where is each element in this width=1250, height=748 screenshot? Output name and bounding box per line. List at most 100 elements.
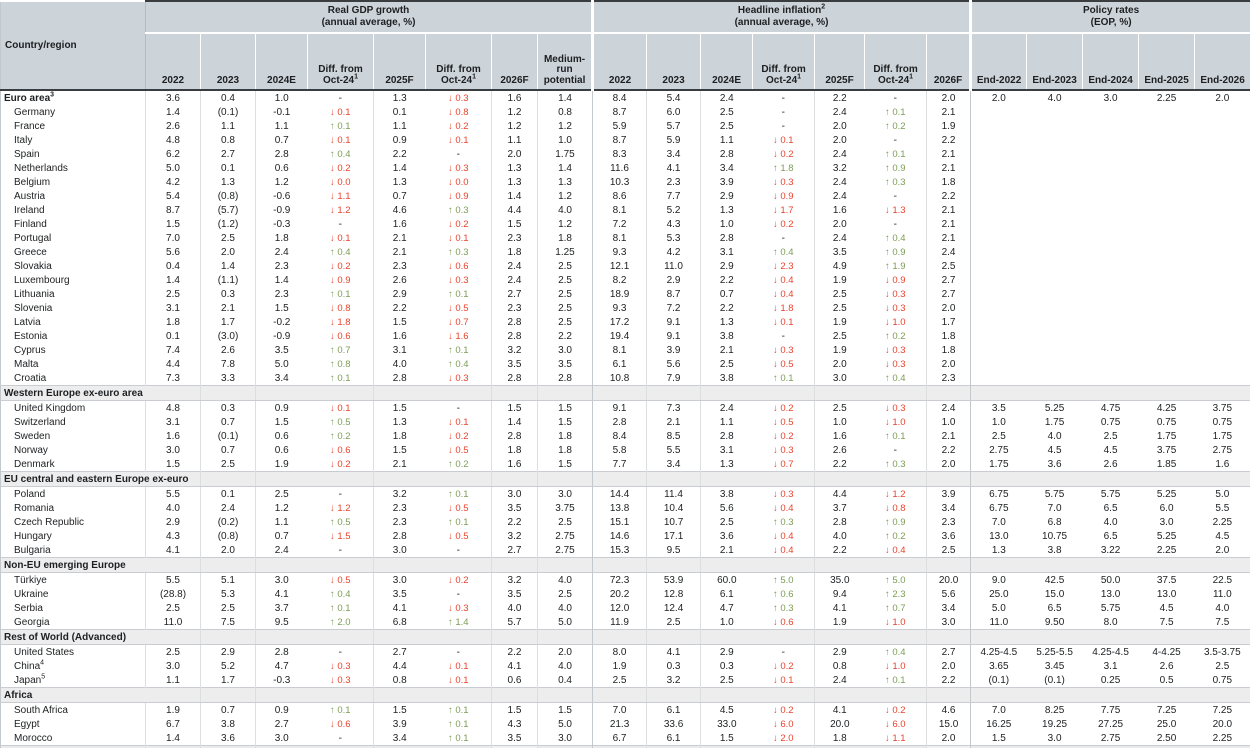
- country-label: Germany: [14, 106, 56, 118]
- column-header: Medium-run potential: [536, 33, 593, 91]
- data-cell: [1083, 217, 1139, 231]
- data-cell: [373, 385, 426, 401]
- row-label: Croatia: [0, 371, 146, 386]
- country-label: Malta: [14, 358, 39, 370]
- data-cell: ↓ 1.2: [864, 486, 928, 501]
- data-cell: 2.6: [1103, 458, 1118, 470]
- data-cell: ↑ 0.1: [752, 371, 816, 386]
- data-cell: 2.5: [200, 457, 256, 472]
- data-cell: [1027, 189, 1083, 203]
- data-cell: 9.1: [646, 315, 702, 329]
- table-row: Ireland 8.7 (5.7) -0.9 ↓ 1.2 4.6 ↑ 0.3 4.4 4.0 8.…: [0, 203, 1250, 217]
- footnote-marker: 3: [50, 91, 55, 99]
- data-cell: 7.0: [991, 704, 1006, 716]
- data-cell: 3.2: [392, 488, 407, 500]
- data-cell: -: [864, 133, 928, 147]
- data-cell: 3.6: [145, 90, 201, 105]
- data-cell: 2.8: [491, 371, 538, 386]
- data-cell: 2.0: [1215, 544, 1230, 556]
- data-cell: ↓ 0.1: [307, 231, 374, 245]
- group-title-text: Real GDP growth: [327, 5, 410, 16]
- data-cell: [1027, 231, 1083, 245]
- data-cell: 1.8: [491, 245, 538, 259]
- column-header: End-2022: [969, 33, 1027, 91]
- row-label: Malta: [0, 357, 146, 371]
- table-row: Euro area3 3.6 0.4 1.0-1.3 ↓ 0.3 1.6 1.4 8.4 5.4…: [0, 90, 1250, 105]
- row-label: Rest of World (Advanced): [0, 629, 201, 645]
- data-cell: 3.1: [719, 444, 734, 456]
- data-cell: 1.6: [832, 430, 847, 442]
- data-cell: 2.5: [537, 287, 594, 301]
- data-cell: [971, 119, 1027, 133]
- data-cell: 3.9: [646, 343, 702, 357]
- data-cell: 0.8: [537, 105, 594, 119]
- data-cell: ↓ 0.4: [752, 543, 816, 558]
- data-cell: [592, 687, 648, 703]
- data-cell: 3.4: [926, 501, 972, 515]
- country-label: Lithuania: [14, 288, 55, 300]
- data-cell: [971, 217, 1027, 231]
- data-cell: ↓ 0.5: [752, 357, 816, 371]
- data-cell: 2.75: [537, 543, 594, 558]
- row-label: Ireland: [0, 203, 146, 217]
- data-cell: [971, 343, 1027, 357]
- group-subtitle-text: (annual average, %): [321, 17, 416, 28]
- data-cell: 13.0: [1156, 588, 1177, 600]
- data-cell: 3.4: [646, 457, 702, 472]
- data-cell: ↓ 0.1: [425, 415, 492, 429]
- data-cell: -: [864, 90, 928, 105]
- data-cell: 0.4: [537, 673, 594, 688]
- data-cell: [1027, 147, 1083, 161]
- data-cell: [425, 687, 492, 703]
- data-cell: 1.4: [274, 274, 289, 286]
- table-row: Japan5 1.1 1.7 -0.3 ↓ 0.3 0.8 ↓ 0.1 0.6 0.4 2.5 3.…: [0, 673, 1250, 688]
- data-cell: 2.25: [1212, 732, 1233, 744]
- data-cell: 1.8: [274, 232, 289, 244]
- data-cell: -: [752, 90, 816, 105]
- data-cell: ↓ 0.3: [425, 601, 492, 615]
- data-cell: 1.0: [719, 616, 734, 628]
- data-cell: 22.5: [1212, 574, 1233, 586]
- data-cell: 0.7: [200, 443, 256, 457]
- data-cell: 2.3: [392, 260, 407, 272]
- data-cell: 2.0: [200, 245, 256, 259]
- data-cell: 4.1: [145, 543, 201, 558]
- data-cell: 5.5: [646, 443, 702, 457]
- data-cell: 0.7: [719, 288, 734, 300]
- data-cell: (5.7): [200, 203, 256, 217]
- data-cell: ↑ 2.3: [864, 587, 928, 601]
- data-cell: 8.25: [1044, 704, 1065, 716]
- group-header: Policy rates (EOP, %): [969, 0, 1250, 34]
- data-cell: ↓ 0.1: [425, 659, 492, 673]
- row-label: Serbia: [0, 601, 146, 615]
- country-label: Romania: [14, 502, 55, 514]
- data-cell: [1139, 161, 1195, 175]
- data-cell: 2.9: [719, 260, 734, 272]
- data-cell: [425, 385, 492, 401]
- data-cell: 8.0: [592, 644, 648, 659]
- data-cell: 17.1: [646, 529, 702, 543]
- table-row: Greece 5.6 2.0 2.4 ↑ 0.4 2.1 ↑ 0.3 1.8 1.25 9.3 4.…: [0, 245, 1250, 259]
- data-cell: [1027, 343, 1083, 357]
- column-header: End-2023: [1026, 33, 1083, 91]
- data-cell: 9.50: [1044, 616, 1065, 628]
- data-cell: 4.1: [392, 602, 407, 614]
- column-header-line: 2024E: [267, 74, 296, 86]
- data-cell: 7.5: [200, 615, 256, 630]
- data-cell: [1139, 119, 1195, 133]
- data-cell: 3.7: [832, 502, 847, 514]
- data-cell: 1.1: [200, 119, 256, 133]
- data-cell: ↓ 1.1: [864, 731, 928, 746]
- footnote-marker: 1: [472, 73, 477, 81]
- data-cell: 3.45: [1044, 660, 1065, 672]
- data-cell: 2.0: [832, 358, 847, 370]
- data-cell: 1.75: [537, 147, 594, 161]
- data-cell: ↑ 0.4: [307, 587, 374, 601]
- data-cell: 53.9: [646, 572, 702, 587]
- data-cell: 2.8: [537, 371, 594, 386]
- data-cell: 8.1: [592, 203, 648, 217]
- data-cell: [1082, 629, 1139, 645]
- data-cell: 0.8: [392, 674, 407, 686]
- data-cell: 1.3: [491, 161, 538, 175]
- table-row: Belgium 4.2 1.3 1.2 ↓ 0.0 1.3 ↓ 0.0 1.3 1.3 10.3 2…: [0, 175, 1250, 189]
